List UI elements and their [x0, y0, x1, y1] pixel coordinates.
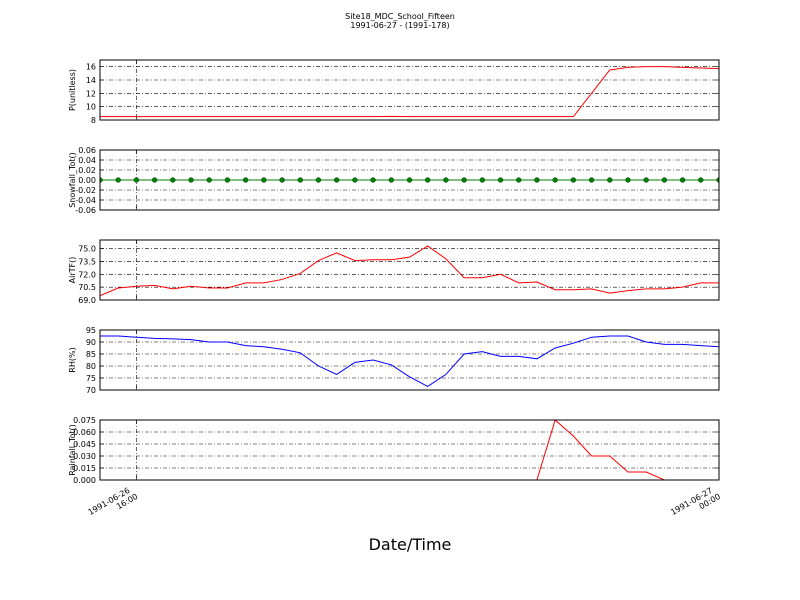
data-point: [242, 177, 249, 183]
y-tick-label: 8: [91, 116, 96, 125]
data-point: [352, 177, 358, 183]
data-point: [588, 177, 595, 183]
data-point: [516, 177, 522, 183]
data-point: [607, 177, 613, 183]
data-point: [115, 177, 121, 183]
axes-frame: [99, 419, 720, 481]
data-point: [661, 177, 668, 183]
data-point: [479, 177, 485, 183]
y-tick-label: 12: [86, 89, 96, 98]
axes-frame: [99, 149, 720, 211]
plot-area: [100, 177, 719, 183]
chart-title: Site18_MDC_School_Fifteen: [345, 12, 455, 21]
y-axis-label: Snowfall_Tot(): [68, 152, 77, 208]
data-point: [497, 177, 504, 183]
data-point: [100, 177, 103, 183]
data-point: [133, 177, 140, 183]
x-axis-label: Date/Time: [369, 535, 452, 554]
data-point: [370, 177, 376, 183]
y-tick-label: -0.06: [75, 206, 96, 215]
data-point: [406, 177, 413, 183]
y-tick-label: 70: [86, 386, 96, 395]
data-point: [698, 177, 704, 183]
plot-area: [100, 245, 719, 297]
y-tick-label: 10: [86, 103, 96, 112]
y-tick-label: 0.030: [73, 452, 96, 461]
data-point: [716, 177, 719, 183]
y-tick-label: 14: [86, 76, 96, 85]
data-point: [534, 177, 540, 183]
axes-frame: [99, 329, 720, 391]
data-point: [570, 177, 577, 183]
data-line: [100, 66, 719, 118]
data-point: [206, 177, 212, 183]
data-point: [425, 177, 431, 183]
data-line: [100, 335, 719, 387]
y-tick-label: 0.00: [78, 176, 96, 185]
data-point: [224, 177, 231, 183]
y-tick-label: 0.075: [73, 416, 96, 425]
y-tick-label: 16: [86, 63, 96, 72]
axes-frame: [99, 59, 720, 121]
y-tick-label: -0.04: [75, 196, 96, 205]
y-axis-label: P(unitless): [68, 69, 77, 111]
data-point: [625, 177, 631, 183]
y-tick-label: 95: [86, 326, 96, 335]
data-point: [170, 177, 176, 183]
data-point: [679, 177, 686, 183]
y-tick-label: 70.5: [78, 283, 96, 292]
data-point: [552, 177, 558, 183]
y-tick-label: 0.015: [73, 464, 96, 473]
y-tick-label: 0.045: [73, 440, 96, 449]
data-line: [100, 420, 719, 480]
y-tick-label: 0.06: [78, 146, 96, 155]
y-tick-label: 85: [86, 350, 96, 359]
y-axis-label: AirTF(): [68, 257, 77, 284]
y-tick-label: 75.0: [78, 245, 96, 254]
y-axis-label: RH(%): [68, 347, 77, 372]
y-tick-label: 69.0: [78, 296, 96, 305]
data-point: [297, 177, 303, 183]
y-tick-label: 90: [86, 338, 96, 347]
y-tick-label: -0.02: [75, 186, 96, 195]
data-point: [334, 177, 340, 183]
plot-area: [100, 420, 719, 480]
y-tick-label: 75: [86, 374, 96, 383]
data-point: [279, 177, 285, 183]
plot-area: [100, 335, 719, 387]
data-point: [388, 177, 394, 183]
y-tick-label: 0.04: [78, 156, 96, 165]
y-tick-label: 0.060: [73, 428, 96, 437]
data-point: [443, 177, 449, 183]
data-line: [100, 245, 719, 297]
data-point: [188, 177, 194, 183]
y-tick-label: 0.000: [73, 476, 96, 485]
chart-subtitle: 1991-06-27 - (1991-178): [350, 21, 449, 30]
y-axis-label: Rainfall_Tot(): [68, 424, 77, 476]
data-point: [461, 177, 467, 183]
y-tick-label: 72.0: [78, 270, 96, 279]
data-point: [643, 177, 649, 183]
y-tick-label: 0.02: [78, 166, 96, 175]
y-tick-label: 73.5: [78, 257, 96, 266]
plot-area: [100, 66, 719, 118]
data-point: [315, 177, 322, 183]
data-point: [261, 177, 267, 183]
y-tick-label: 80: [86, 362, 96, 371]
data-point: [151, 177, 158, 183]
axes-frame: [99, 239, 720, 301]
